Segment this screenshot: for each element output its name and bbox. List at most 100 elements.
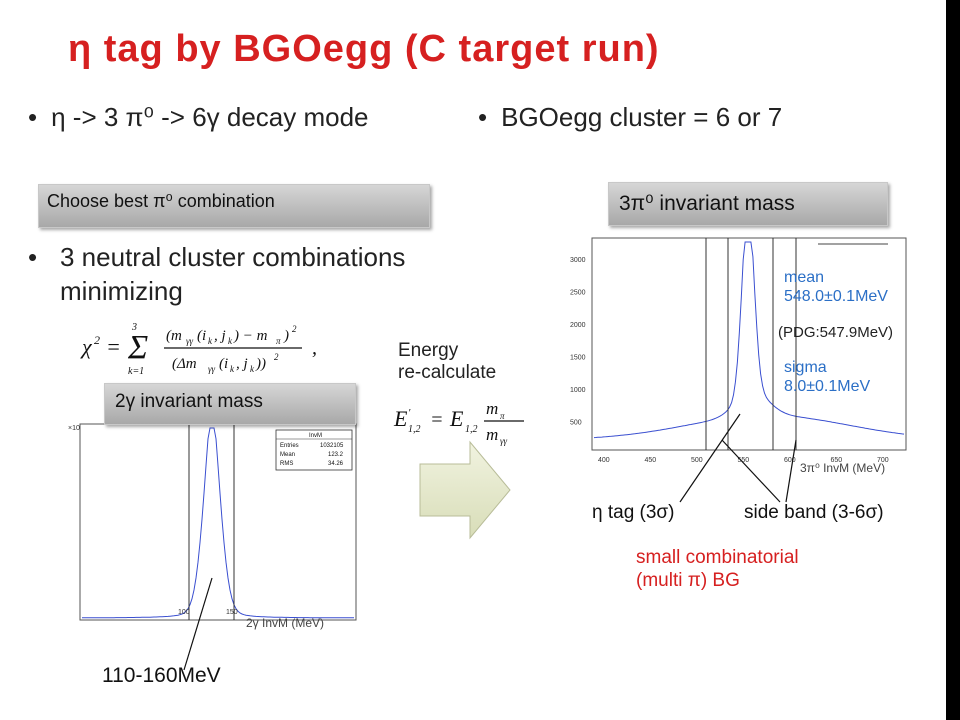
bullet-neutral: • 3 neutral cluster combinations minimiz…	[28, 240, 428, 308]
svg-text:χ: χ	[80, 334, 93, 359]
stats-mean-label: Mean	[280, 452, 295, 458]
svg-text:k: k	[208, 336, 213, 346]
energy-recalc-label: Energy re-calculate	[398, 340, 496, 384]
x-tick-label: 500	[691, 457, 703, 464]
svg-text:2: 2	[94, 333, 100, 347]
x-tick-label: 600	[784, 457, 796, 464]
plot-two-gamma-histogram	[82, 427, 354, 619]
plot-two-gamma-tick-150: 150	[226, 609, 238, 616]
y-tick-label: 500	[570, 420, 582, 427]
svg-text:(i: (i	[219, 356, 228, 372]
svg-text:k: k	[250, 364, 255, 374]
y-tick-label: 1000	[570, 387, 586, 394]
plot-two-gamma-y-exp: ×10	[68, 425, 80, 432]
cut-range-label: 110-160MeV	[102, 664, 221, 687]
arrow-right-icon	[419, 440, 511, 540]
plot-three-pi0-frame	[591, 237, 907, 451]
fit-mean-label: mean	[784, 269, 825, 286]
fit-sigma-label: sigma	[784, 359, 827, 376]
svg-text:k: k	[230, 364, 235, 374]
chi2-formula: χ 2 = Σ 3 k=1 (m γγ (i k , j k ) − m π )…	[80, 322, 317, 377]
plot-three-pi0-histogram	[593, 241, 905, 439]
fit-mean: mean 548.0±0.1MeV	[784, 268, 888, 306]
bullet-decay-mode-text: η -> 3 π⁰ -> 6γ decay mode	[51, 102, 369, 132]
stats-rms-label: RMS	[280, 461, 293, 467]
bar-two-gamma-label: 2γ invariant mass	[115, 391, 263, 412]
bg-note: small combinatorial (multi π) BG	[636, 546, 799, 592]
plot-three-pi0-x-label: 3π⁰ InvM (MeV)	[800, 461, 886, 475]
svg-text:, j: , j	[214, 328, 226, 344]
fit-mean-value: 548.0±0.1MeV	[784, 288, 888, 305]
y-tick-label: 2500	[570, 290, 586, 297]
svg-text:Σ: Σ	[127, 329, 148, 366]
plot-two-gamma-tick-100: 100	[178, 609, 190, 616]
y-tick-label: 1500	[570, 355, 586, 362]
plot-two-gamma-x-label: 2γ InvM (MeV)	[246, 616, 325, 630]
energy-formula: E ′ 1,2 = E 1,2 m π m γγ	[393, 399, 524, 446]
bar-best-combination: Choose best π⁰ combination	[38, 184, 430, 228]
stats-entries-label: Entries	[280, 443, 299, 449]
stats-title: InvM	[309, 433, 322, 439]
svg-text:, j: , j	[236, 356, 248, 372]
svg-text:π: π	[276, 336, 281, 346]
plot-two-gamma-stats-box: InvM Entries 1032105 Mean 123.2 RMS 34.2…	[275, 429, 353, 471]
svg-text:=: =	[106, 334, 121, 359]
bullet-neutral-text: 3 neutral cluster combinations minimizin…	[60, 242, 406, 306]
svg-text:m: m	[486, 425, 498, 444]
y-tick-label: 2000	[570, 322, 586, 329]
svg-text:,: ,	[312, 337, 317, 359]
slide-title: η tag by BGOegg (C target run)	[68, 28, 660, 70]
svg-text:k=1: k=1	[128, 366, 144, 377]
bar-best-combination-label: Choose best π⁰ combination	[47, 191, 275, 211]
x-tick-label: 650	[831, 457, 843, 464]
svg-text:E: E	[449, 406, 464, 431]
x-tick-label: 400	[598, 457, 610, 464]
svg-text:γγ: γγ	[500, 436, 508, 446]
svg-text:γγ: γγ	[186, 336, 194, 346]
svg-text:1,2: 1,2	[408, 424, 421, 435]
eta-tag-label: η tag (3σ)	[592, 502, 675, 523]
svg-text:E: E	[393, 406, 408, 431]
svg-text:γγ: γγ	[208, 364, 216, 374]
x-tick-label: 700	[877, 457, 889, 464]
svg-text:′: ′	[408, 407, 411, 419]
plot-three-pi0: 3000 2500 2000 1500 1000 500 400 450 500 550 600 6…	[568, 236, 918, 478]
svg-text:2: 2	[292, 324, 297, 334]
side-band-label: side band (3-6σ)	[744, 502, 884, 523]
bar-three-pi0: 3π⁰ invariant mass	[608, 182, 888, 226]
energy-recalc-line2: re-calculate	[398, 362, 497, 383]
x-tick-label: 550	[738, 457, 750, 464]
svg-text:) − m: ) − m	[233, 328, 268, 344]
bullet-cluster-text: BGOegg cluster = 6 or 7	[501, 102, 783, 132]
svg-text:2: 2	[274, 352, 279, 362]
x-tick-label: 450	[645, 457, 657, 464]
stats-entries: 1032105	[320, 443, 344, 449]
fit-sigma-value: 8.0±0.1MeV	[784, 378, 871, 395]
svg-text:(Δm: (Δm	[172, 356, 197, 372]
pdg-value: (PDG:547.9MeV)	[778, 324, 894, 341]
svg-text:): )	[283, 328, 289, 344]
bar-two-gamma: 2γ invariant mass	[104, 383, 356, 425]
svg-text:1,2: 1,2	[465, 424, 478, 435]
svg-text:π: π	[500, 411, 505, 421]
y-tick-label: 3000	[570, 257, 586, 264]
bullet-decay-mode: • η -> 3 π⁰ -> 6γ decay mode	[28, 102, 369, 132]
svg-text:)): ))	[255, 356, 266, 372]
svg-text:=: =	[430, 409, 444, 431]
stats-mean: 123.2	[328, 452, 344, 458]
energy-recalc-line1: Energy	[398, 340, 459, 361]
right-edge-bar	[946, 0, 960, 720]
bg-note-line1: small combinatorial	[636, 547, 799, 568]
cut-pointer-line	[183, 577, 213, 671]
svg-text:(i: (i	[197, 328, 206, 344]
svg-text:3: 3	[131, 322, 137, 333]
fit-sigma: sigma 8.0±0.1MeV	[784, 358, 870, 396]
bar-three-pi0-label: 3π⁰ invariant mass	[619, 192, 795, 215]
bg-note-line2: (multi π) BG	[636, 570, 740, 591]
stats-rms: 34.26	[328, 461, 344, 467]
tag-pointer-lines	[679, 413, 797, 503]
plot-three-pi0-y-ticks: 3000 2500 2000 1500 1000 500	[570, 257, 586, 427]
svg-text:(m: (m	[166, 328, 182, 344]
plot-three-pi0-x-ticks: 400 450 500 550 600 650 700	[598, 457, 889, 464]
svg-text:m: m	[486, 399, 498, 418]
